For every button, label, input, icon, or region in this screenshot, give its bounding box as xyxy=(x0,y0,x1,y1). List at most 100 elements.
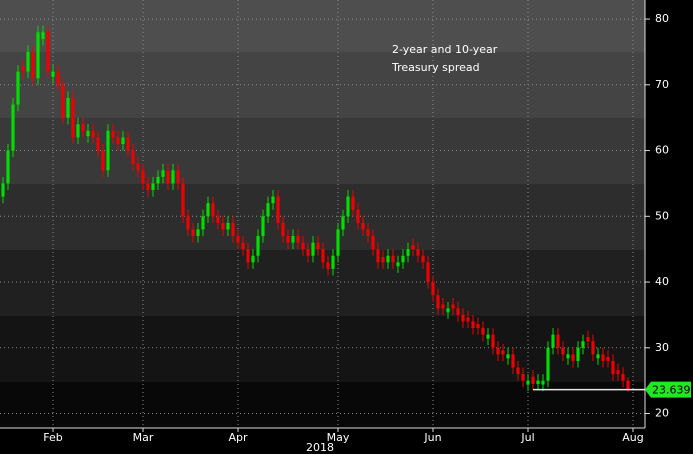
candle-body xyxy=(611,360,615,375)
candle-body xyxy=(506,354,510,359)
candle-body xyxy=(466,317,470,322)
candle-body xyxy=(241,242,245,250)
candle-body xyxy=(16,71,20,105)
candle-body xyxy=(286,236,290,243)
y-tick-label: 20 xyxy=(655,407,669,420)
candle-body xyxy=(606,356,610,361)
candle-body xyxy=(461,314,465,322)
candle-body xyxy=(396,262,400,267)
candle-body xyxy=(246,249,250,263)
candle-body xyxy=(441,304,445,309)
candle-body xyxy=(181,183,185,217)
candle-body xyxy=(1,183,5,197)
candle-body xyxy=(101,150,105,171)
y-tick-label: 50 xyxy=(655,209,669,222)
candle-body xyxy=(476,324,480,329)
last-value-label: 23.639 xyxy=(652,384,691,397)
annotation: 2-year and 10-year xyxy=(392,43,498,56)
candle-body xyxy=(341,216,345,230)
grid xyxy=(0,0,645,428)
candle-body xyxy=(321,249,325,263)
candle-body xyxy=(236,236,240,243)
y-tick-label: 60 xyxy=(655,144,669,157)
candle-body xyxy=(451,304,455,309)
candle-body xyxy=(61,84,65,118)
candle-body xyxy=(146,183,150,191)
candle-body xyxy=(141,170,145,184)
candle-body xyxy=(496,347,500,355)
candle-body xyxy=(356,209,360,223)
annotation: Treasury spread xyxy=(391,61,480,74)
candle-body xyxy=(381,257,385,263)
x-tick-label: Jun xyxy=(423,431,441,444)
candle-body xyxy=(316,242,320,250)
candle-body xyxy=(361,222,365,230)
candle-body xyxy=(311,242,315,256)
candle-body xyxy=(131,150,135,164)
candle-body xyxy=(21,66,25,72)
candle-body xyxy=(526,380,530,385)
y-tick-label: 70 xyxy=(655,78,669,91)
candle-body xyxy=(426,262,430,283)
candle-body xyxy=(86,130,90,137)
candle-body xyxy=(116,137,120,144)
candle-body xyxy=(91,130,95,138)
candle-body xyxy=(156,176,160,184)
candle-body xyxy=(391,255,395,263)
x-tick-label: Apr xyxy=(228,431,248,444)
candle-body xyxy=(541,380,545,385)
candle-body xyxy=(336,229,340,256)
candle-body xyxy=(6,150,10,184)
candle-body xyxy=(591,341,595,355)
candle-body xyxy=(106,130,110,171)
x-tick-label: Aug xyxy=(622,431,643,444)
candle-body xyxy=(176,170,180,184)
candle-body xyxy=(486,334,490,339)
candle-body xyxy=(261,216,265,237)
candle-body xyxy=(216,216,220,223)
candle-body xyxy=(26,51,30,72)
candle-body xyxy=(576,347,580,361)
candle-body xyxy=(401,255,405,263)
candle-body xyxy=(126,137,130,151)
candle-body xyxy=(151,183,155,191)
x-tick-label: May xyxy=(327,431,350,444)
candle-body xyxy=(271,196,275,204)
candle-body xyxy=(581,341,585,348)
candle-body xyxy=(516,367,520,375)
candle-body xyxy=(456,308,460,315)
candle-body xyxy=(411,245,415,250)
candle-body xyxy=(446,308,450,313)
candle-body xyxy=(596,354,600,359)
candle-body xyxy=(226,222,230,230)
candle-body xyxy=(586,337,590,342)
candle-body xyxy=(36,32,40,79)
candle-body xyxy=(251,255,255,263)
candle-body xyxy=(491,334,495,348)
candle-body xyxy=(546,347,550,381)
candle-body xyxy=(96,137,100,151)
x-tick-label: Jul xyxy=(520,431,534,444)
candle-body xyxy=(601,354,605,361)
candle-body xyxy=(346,196,350,217)
candle-body xyxy=(616,370,620,375)
candle-body xyxy=(191,229,195,237)
candle-body xyxy=(231,222,235,237)
candle-body xyxy=(521,374,525,381)
candle-body xyxy=(326,262,330,269)
candle-body xyxy=(621,374,625,381)
candle-body xyxy=(51,71,55,77)
candle-body xyxy=(71,97,75,138)
candle-body xyxy=(331,255,335,269)
x-tick-label: Feb xyxy=(43,431,62,444)
candle-body xyxy=(46,32,50,72)
candle-body xyxy=(431,282,435,296)
candle-body xyxy=(136,163,140,171)
candle-body xyxy=(81,124,85,131)
y-tick-label: 40 xyxy=(655,275,669,288)
candle-body xyxy=(471,321,475,329)
candle-body xyxy=(256,236,260,256)
candle-body xyxy=(291,236,295,243)
candle-body xyxy=(501,350,505,355)
